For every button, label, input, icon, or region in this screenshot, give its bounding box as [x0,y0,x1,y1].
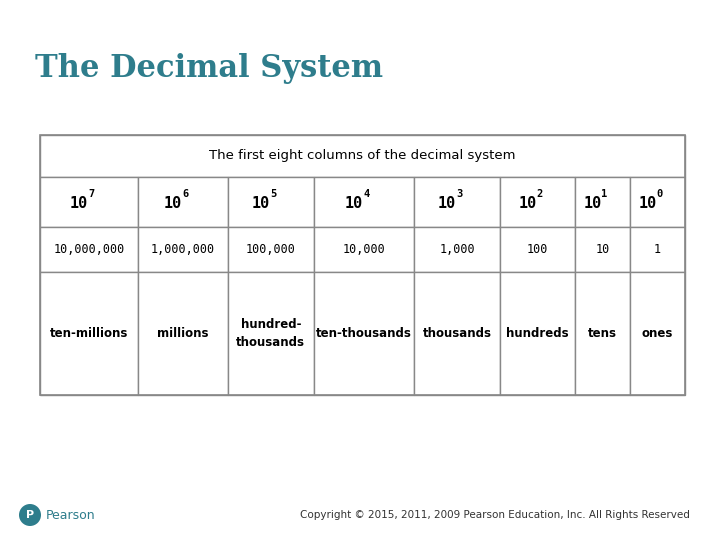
Bar [575,177,630,227]
Text: 10: 10 [638,197,657,212]
Bar [500,272,575,395]
Bar [40,177,138,227]
Text: ten-millions: ten-millions [50,327,128,340]
Text: 5: 5 [270,189,276,199]
Text: 10: 10 [595,243,610,256]
Bar [415,272,500,395]
Text: 10: 10 [70,197,88,212]
Text: 4: 4 [363,189,369,199]
Text: 1,000,000: 1,000,000 [151,243,215,256]
Text: 1: 1 [654,243,661,256]
Bar [415,177,500,227]
Text: ones: ones [642,327,673,340]
Circle shape [19,504,41,526]
Text: 10: 10 [438,197,456,212]
Bar [630,177,685,227]
Text: tens: tens [588,327,617,340]
Text: 10: 10 [518,197,536,212]
Text: Pearson: Pearson [46,509,96,522]
Bar [575,272,630,395]
Bar [228,227,314,272]
Bar [575,227,630,272]
Text: 7: 7 [88,189,94,199]
Text: The Decimal System: The Decimal System [35,52,383,84]
Text: hundreds: hundreds [506,327,569,340]
Bar [40,135,685,177]
Text: 1,000: 1,000 [439,243,475,256]
Bar [138,272,228,395]
Text: 1: 1 [601,189,608,199]
Bar [314,177,415,227]
Text: thousands: thousands [423,327,492,340]
Text: 2: 2 [536,189,543,199]
Bar [314,272,415,395]
Bar [314,227,415,272]
Text: 10: 10 [583,197,601,212]
Text: ten-thousands: ten-thousands [316,327,412,340]
Bar [630,272,685,395]
Text: 6: 6 [182,189,188,199]
Bar [138,227,228,272]
Bar [228,177,314,227]
Bar [138,177,228,227]
Bar [40,227,138,272]
Bar [500,177,575,227]
Text: 100,000: 100,000 [246,243,296,256]
Text: P: P [26,510,34,521]
Text: 100: 100 [527,243,548,256]
Bar [415,227,500,272]
Text: 10: 10 [251,197,270,212]
Text: hundred-
thousands: hundred- thousands [236,319,305,348]
Text: 10: 10 [345,197,363,212]
Bar [40,135,685,395]
Bar [630,227,685,272]
Text: 3: 3 [456,189,462,199]
Bar [500,227,575,272]
Text: millions: millions [157,327,209,340]
Text: The first eight columns of the decimal system: The first eight columns of the decimal s… [210,150,516,163]
Bar [40,272,138,395]
Text: Copyright © 2015, 2011, 2009 Pearson Education, Inc. All Rights Reserved: Copyright © 2015, 2011, 2009 Pearson Edu… [300,510,690,521]
Text: 10: 10 [163,197,182,212]
Text: 10,000: 10,000 [343,243,385,256]
Text: 10,000,000: 10,000,000 [53,243,125,256]
Bar [228,272,314,395]
Text: 0: 0 [657,189,662,199]
